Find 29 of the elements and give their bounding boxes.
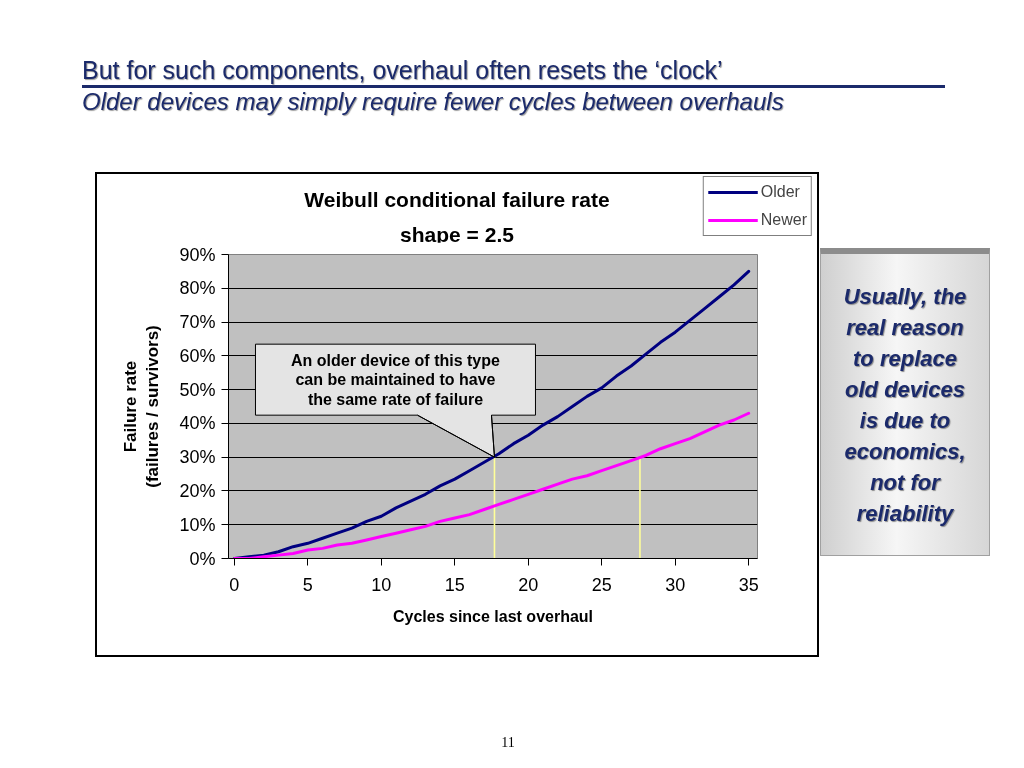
- text: 11: [500, 734, 516, 752]
- line-series: [232, 411, 751, 559]
- annotation: An older device of this type can be maintained to have the same rate of failure: [291, 351, 501, 408]
- y-tick-label: 50%: [179, 379, 216, 400]
- y-tick-label: 70%: [179, 312, 216, 333]
- y-axis-title: Failure rate (failures / survivors): [120, 325, 163, 488]
- y-tick-label: 30%: [179, 447, 216, 468]
- legend-label: Older: [760, 183, 800, 201]
- text: Weibull conditional failure rate shape = 2.5: [303, 187, 611, 248]
- y-tick-label: 40%: [179, 413, 216, 434]
- x-tick-label: 35: [738, 574, 759, 595]
- x-tick-label: 30: [665, 574, 686, 595]
- chart-subtitle: Older devices may simply require fewer cycles between overhauls: [82, 88, 785, 116]
- x-tick-label: 15: [444, 574, 465, 595]
- text: Usually, the real reason to replace old devices is due to economics, not for reliability: [820, 248, 990, 556]
- x-tick-label: 0: [229, 574, 240, 595]
- legend-label: Newer: [760, 211, 807, 229]
- y-tick-label: 90%: [179, 244, 216, 265]
- x-tick-label: 5: [302, 574, 313, 595]
- x-tick-label: 20: [518, 574, 539, 595]
- y-tick-label: 80%: [179, 278, 216, 299]
- x-tick-label: 25: [591, 574, 612, 595]
- chart-title: But for such components, overhaul often resets the ‘clock’: [82, 0, 945, 88]
- y-tick-label: 20%: [179, 480, 216, 501]
- x-axis-title: Cycles since last overhaul: [392, 607, 594, 625]
- y-tick-label: 10%: [179, 514, 216, 535]
- y-tick-label: 60%: [179, 345, 216, 366]
- x-tick-label: 10: [371, 574, 392, 595]
- y-tick-label: 0%: [189, 548, 216, 569]
